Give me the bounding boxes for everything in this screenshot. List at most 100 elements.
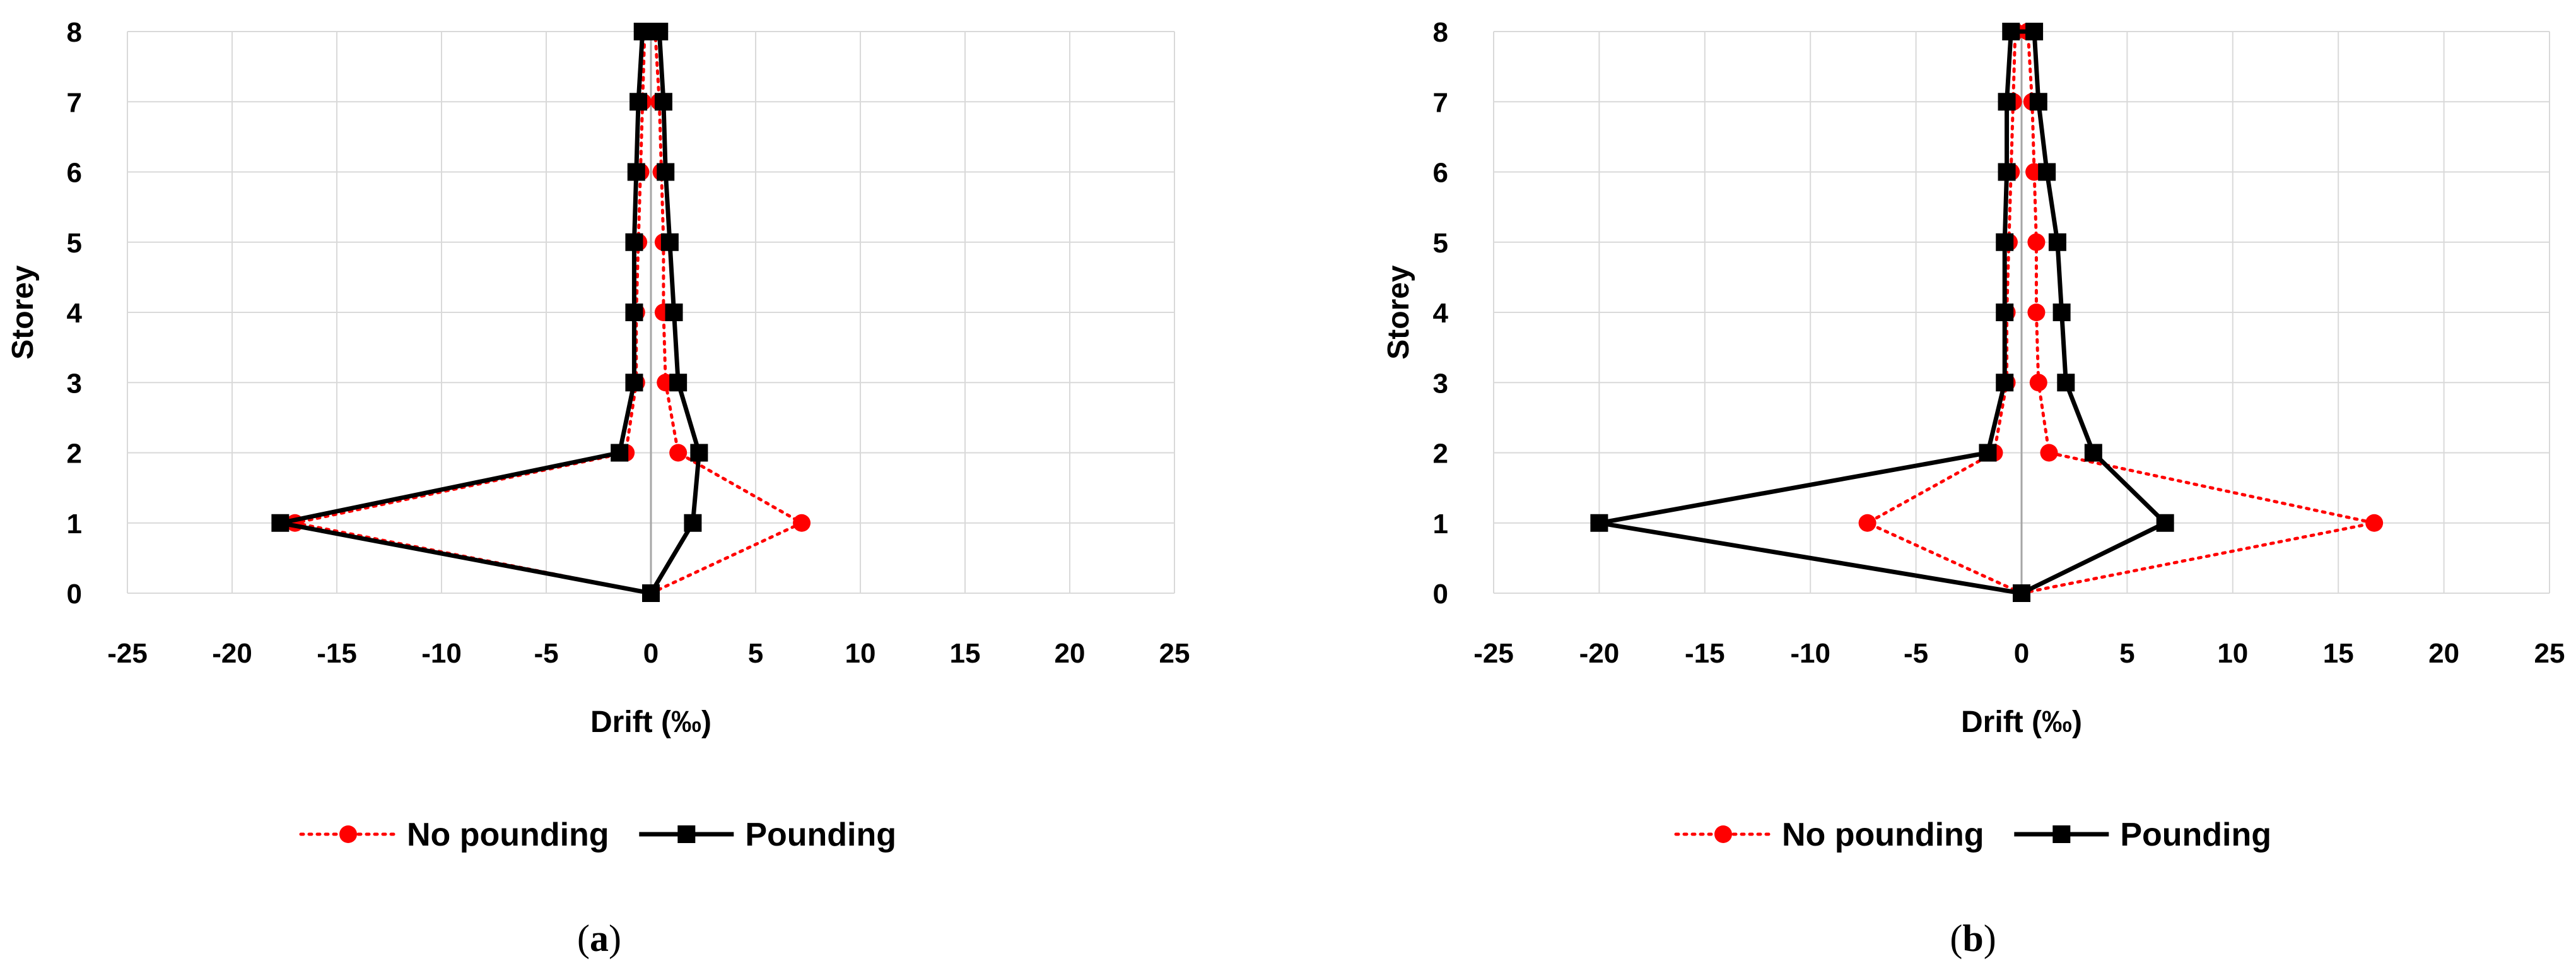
- legend: No pounding Pounding: [299, 817, 896, 853]
- legend-item: Pounding: [2014, 817, 2271, 853]
- data-point-square: [1996, 374, 2014, 392]
- x-tick-label: -10: [1790, 638, 1830, 669]
- y-tick-label: 0: [67, 579, 82, 610]
- y-tick-label: 5: [1433, 228, 1448, 259]
- data-point-square: [1998, 163, 2016, 181]
- data-point-square: [271, 514, 290, 532]
- data-point-square: [633, 23, 652, 40]
- x-tick-label: 25: [2534, 638, 2565, 669]
- data-point-square: [2025, 23, 2044, 40]
- legend-item: No pounding: [1674, 817, 1984, 853]
- y-tick-label: 4: [67, 298, 83, 329]
- x-tick-label: 10: [845, 638, 876, 669]
- x-tick-label: -5: [534, 638, 558, 669]
- series-line-pounding: [1596, 29, 2168, 596]
- x-tick-label: 10: [2217, 638, 2248, 669]
- data-point-square: [2057, 374, 2075, 392]
- chart-panel-a: -25 -20 -15 -10 -5 0 5 10 15 20 25 0 1 2 3 4 5 6 7 8 Drift (…: [6, 17, 1190, 959]
- y-tick-label: 8: [67, 17, 82, 48]
- data-point-circle: [2040, 444, 2058, 462]
- x-tick-label: 0: [643, 638, 659, 669]
- y-tick-label: 5: [67, 228, 82, 259]
- x-axis-label: Drift (‰): [1961, 705, 2082, 739]
- data-point-square: [2002, 23, 2020, 40]
- x-tick-label: -5: [1904, 638, 1928, 669]
- legend-marker-square: [2052, 825, 2071, 843]
- data-point-square: [625, 304, 643, 321]
- data-point-circle: [2365, 514, 2384, 532]
- x-tick-label: 5: [748, 638, 763, 669]
- y-tick-label: 3: [67, 368, 82, 399]
- panel-caption: (b): [1950, 918, 1996, 959]
- data-point-square: [1590, 514, 1608, 532]
- x-tick-label: -10: [421, 638, 462, 669]
- x-tick-label: 25: [1159, 638, 1190, 669]
- y-tick-label: 7: [1433, 87, 1448, 118]
- legend-marker-circle: [339, 825, 357, 843]
- y-tick-label: 6: [1433, 158, 1448, 189]
- data-point-square: [684, 514, 702, 532]
- legend-label: No pounding: [1782, 817, 1984, 853]
- data-point-square: [2052, 304, 2071, 321]
- x-tick-label: 15: [2323, 638, 2354, 669]
- data-point-square: [650, 23, 669, 40]
- data-point-square: [2013, 584, 2030, 602]
- y-tick-label: 6: [67, 158, 82, 189]
- x-axis-label: Drift (‰): [590, 705, 711, 739]
- x-tick-label: -20: [1579, 638, 1620, 669]
- data-point-circle: [2027, 233, 2046, 251]
- data-point-square: [657, 163, 675, 181]
- y-tick-label: 2: [67, 439, 82, 469]
- data-point-square: [629, 93, 648, 111]
- series-line-no-pounding: [293, 30, 804, 595]
- x-tick-label: -25: [107, 638, 148, 669]
- data-point-square: [1979, 444, 1997, 462]
- data-point-square: [654, 93, 672, 111]
- data-point-circle: [793, 514, 811, 532]
- data-point-square: [2038, 163, 2056, 181]
- data-point-square: [625, 374, 643, 392]
- x-tick-label: 20: [1055, 638, 1086, 669]
- y-tick-label: 7: [67, 87, 82, 118]
- legend-label: Pounding: [2120, 817, 2271, 853]
- y-tick-label: 0: [1433, 579, 1448, 610]
- legend-marker-square: [677, 825, 696, 843]
- y-tick-label: 3: [1433, 368, 1448, 399]
- x-tick-label: -25: [1473, 638, 1514, 669]
- y-tick-label: 2: [1433, 439, 1448, 469]
- data-point-square: [642, 584, 660, 602]
- y-axis-label: Storey: [6, 265, 40, 360]
- data-point-square: [2156, 514, 2174, 532]
- panel-caption: (a): [577, 918, 621, 959]
- legend-marker-circle: [1714, 825, 1732, 843]
- x-tick-label: -15: [317, 638, 357, 669]
- data-point-circle: [1858, 514, 1876, 532]
- legend-label: Pounding: [745, 817, 896, 853]
- data-point-square: [627, 163, 645, 181]
- data-point-circle: [2029, 374, 2047, 392]
- legend-label: No pounding: [407, 817, 609, 853]
- data-point-square: [669, 374, 688, 392]
- x-tick-label: 15: [950, 638, 981, 669]
- x-tick-label: 20: [2428, 638, 2459, 669]
- chart-panel-b: -25 -20 -15 -10 -5 0 5 10 15 20 25 0 1 2 3 4 5 6 7 8 Drift (…: [1382, 17, 2565, 959]
- data-point-square: [2084, 444, 2102, 462]
- legend-item: Pounding: [639, 817, 896, 853]
- data-point-circle: [669, 444, 688, 462]
- x-tick-label: -20: [212, 638, 252, 669]
- y-axis-label: Storey: [1382, 265, 1415, 360]
- data-point-square: [611, 444, 629, 462]
- y-tick-label: 1: [67, 509, 82, 540]
- x-tick-label: 0: [2014, 638, 2029, 669]
- x-tick-label: 5: [2119, 638, 2134, 669]
- data-point-square: [1996, 304, 2014, 321]
- data-point-square: [1998, 93, 2016, 111]
- data-point-square: [625, 233, 643, 251]
- data-point-square: [690, 444, 708, 462]
- x-tick-label: -15: [1685, 638, 1725, 669]
- y-tick-label: 4: [1433, 298, 1449, 329]
- data-point-square: [1996, 233, 2014, 251]
- y-tick-label: 8: [1433, 17, 1448, 48]
- data-point-circle: [2027, 304, 2046, 321]
